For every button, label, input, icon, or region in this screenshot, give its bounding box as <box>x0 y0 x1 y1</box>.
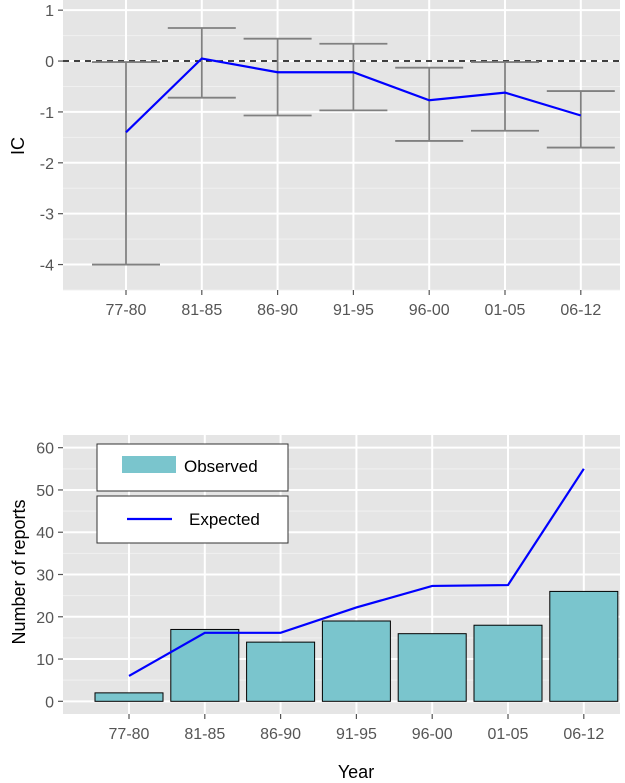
ic-y-axis-title: IC <box>8 137 28 155</box>
error-bar <box>92 61 160 266</box>
x-tick-label: 01-05 <box>485 302 526 319</box>
x-tick-label: 81-85 <box>181 302 222 319</box>
y-tick-label: 30 <box>36 568 54 585</box>
observed-bars <box>94 590 619 702</box>
reports-x-axis-title: Year <box>338 762 374 782</box>
error-bar <box>471 61 539 132</box>
x-tick-label: 91-95 <box>336 726 377 743</box>
x-tick-label: 86-90 <box>260 726 301 743</box>
reports-x-axis: 77-80 81-85 86-90 91-95 96-00 01-05 06-12 <box>109 714 604 743</box>
error-bar <box>546 90 615 149</box>
y-tick-label: 20 <box>36 610 54 627</box>
legend: Observed Expected <box>96 443 289 544</box>
y-tick-label: -1 <box>40 105 54 122</box>
observed-bar <box>549 590 619 702</box>
x-tick-label: 81-85 <box>184 726 225 743</box>
x-tick-label: 96-00 <box>412 726 453 743</box>
error-bar <box>243 37 312 117</box>
ic-error-bars <box>92 27 615 266</box>
legend-item-expected: Expected <box>96 495 289 544</box>
y-tick-label: -4 <box>40 258 54 275</box>
y-tick-label: 10 <box>36 652 54 669</box>
ic-series-line <box>125 57 582 134</box>
ic-y-axis: -4 -3 -2 -1 0 1 <box>40 3 63 275</box>
y-tick-label: -2 <box>40 156 54 173</box>
y-tick-label: 0 <box>45 694 54 711</box>
error-bar <box>167 27 236 99</box>
x-tick-label: 01-05 <box>488 726 529 743</box>
x-tick-label: 91-95 <box>333 302 374 319</box>
reports-y-axis-title: Number of reports <box>9 499 29 644</box>
y-tick-label: 60 <box>36 441 54 458</box>
ic-plot-panel <box>63 0 620 290</box>
x-tick-label: 77-80 <box>109 726 150 743</box>
x-tick-label: 96-00 <box>409 302 450 319</box>
observed-bar <box>397 633 467 702</box>
error-bar <box>319 42 388 112</box>
x-tick-label: 06-12 <box>563 726 604 743</box>
reports-chart: 0 10 20 30 40 50 60 77-80 81-85 86-90 91-95 96-00 0… <box>9 435 620 782</box>
ic-chart: -4 -3 -2 -1 0 1 77-80 81-85 86-90 91-95 96-00 01-0… <box>8 0 620 319</box>
observed-bar <box>246 641 316 702</box>
y-tick-label: 1 <box>45 3 54 20</box>
y-tick-label: 50 <box>36 483 54 500</box>
x-tick-label: 86-90 <box>257 302 298 319</box>
observed-bar <box>170 628 240 702</box>
legend-item-observed: Observed <box>96 443 289 492</box>
observed-bar <box>94 692 164 702</box>
y-tick-label: -3 <box>40 207 54 224</box>
error-bar <box>395 66 464 142</box>
ic-x-axis: 77-80 81-85 86-90 91-95 96-00 01-05 06-12 <box>106 290 601 319</box>
y-tick-label: 40 <box>36 525 54 542</box>
legend-label-expected: Expected <box>189 510 260 529</box>
expected-line <box>128 468 585 677</box>
x-tick-label: 77-80 <box>106 302 147 319</box>
observed-swatch <box>122 456 176 473</box>
legend-label-observed: Observed <box>184 457 258 476</box>
x-tick-label: 06-12 <box>560 302 601 319</box>
y-tick-label: 0 <box>45 54 54 71</box>
observed-bar <box>321 620 391 702</box>
reports-y-axis: 0 10 20 30 40 50 60 <box>36 441 63 711</box>
observed-bar <box>473 624 543 702</box>
